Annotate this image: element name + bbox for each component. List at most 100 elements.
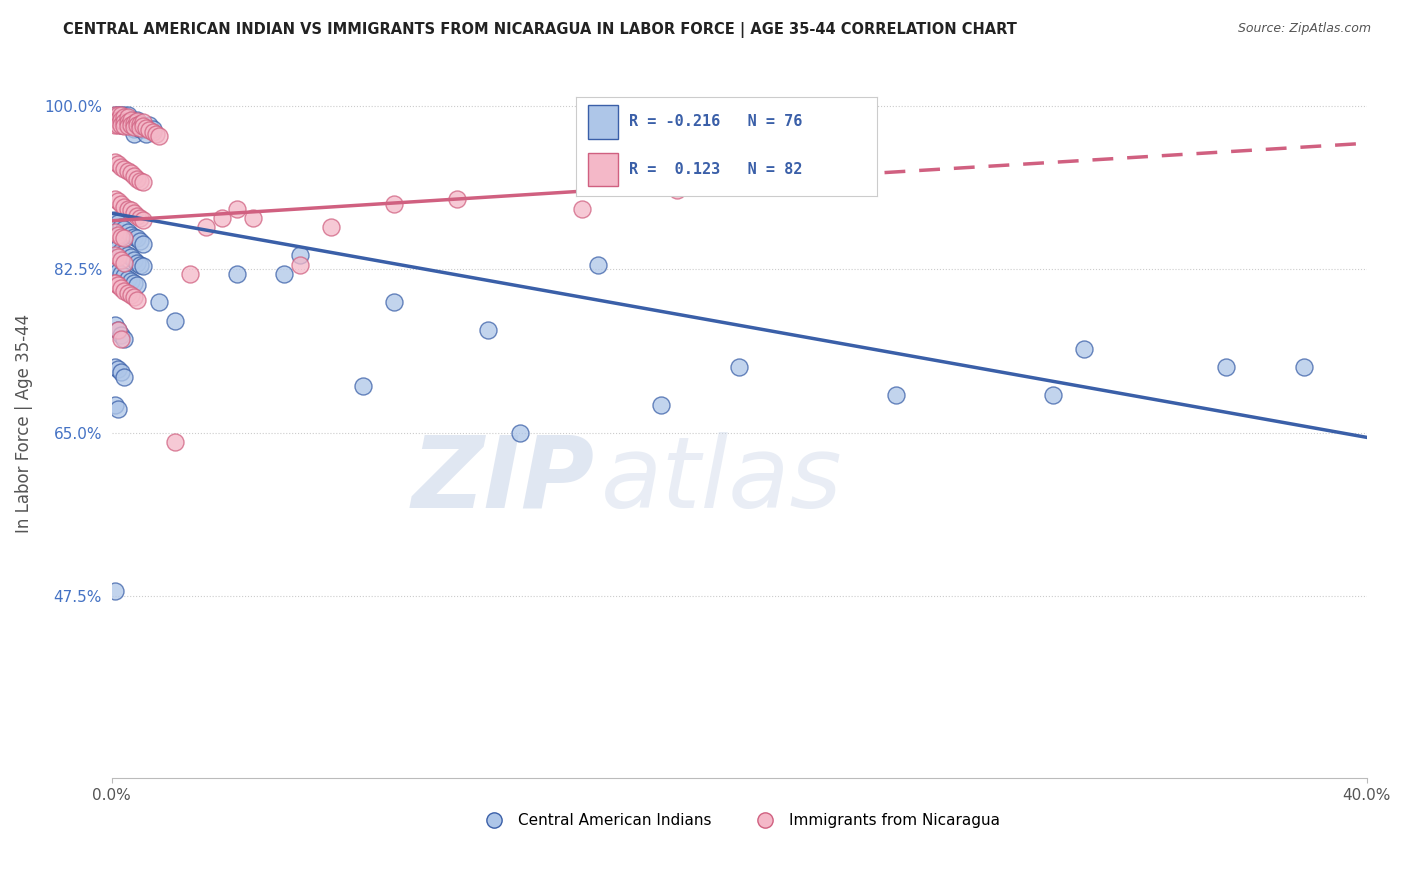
Point [122,252,145,267]
Point [104,212,127,227]
Point [120,112,142,127]
Point [107,118,129,132]
Point [110,267,132,281]
Point [117,120,139,134]
Point [112,369,135,384]
Point [107,265,129,279]
Point [112,110,135,124]
Point [110,160,132,174]
Point [104,360,127,375]
Point [107,323,129,337]
Point [107,108,129,122]
Point [120,275,142,289]
Point [382,197,405,211]
Point [142,125,165,139]
Point [107,157,129,171]
Point [104,108,127,122]
Point [120,112,142,127]
Point [226,267,249,281]
Point [194,220,217,235]
Point [120,287,142,301]
Point [120,203,142,218]
Point [148,128,170,143]
Point [132,237,155,252]
Point [122,127,145,141]
Point [104,225,127,239]
Point [112,222,135,236]
Point [129,122,152,136]
Point [110,108,132,122]
Point [107,241,129,255]
Point [112,246,135,260]
Point [112,108,135,122]
Point [104,108,127,122]
Point [107,278,129,293]
Point [104,277,127,291]
Point [138,118,160,132]
Point [477,323,499,337]
Point [138,123,160,137]
Point [242,211,264,225]
Point [107,278,129,293]
Point [132,118,155,132]
Point [117,285,139,300]
Point [509,425,531,440]
Point [110,220,132,235]
Point [132,212,155,227]
Point [110,252,132,267]
Point [125,171,148,186]
Point [110,197,132,211]
Point [125,256,148,270]
Point [117,108,139,122]
Point [104,277,127,291]
Point [110,365,132,379]
Point [110,118,132,132]
Point [122,290,145,304]
Point [148,295,170,310]
Point [107,194,129,208]
Point [179,267,201,281]
Point [142,122,165,136]
Point [110,229,132,244]
Point [122,277,145,291]
Point [125,209,148,223]
Point [104,112,127,127]
Point [125,278,148,293]
Point [132,176,155,190]
Point [104,155,127,169]
Point [132,120,155,134]
Point [132,114,155,128]
Point [104,118,127,132]
Point [446,192,468,206]
Point [129,211,152,225]
Point [117,248,139,262]
Point [125,113,148,128]
Point [665,183,688,197]
Point [112,332,135,346]
Point [135,127,157,141]
Point [110,108,132,122]
Point [117,114,139,128]
Point [104,318,127,333]
Point [122,116,145,130]
Point [107,250,129,264]
Point [110,244,132,258]
Point [110,112,132,127]
Point [112,231,135,245]
Point [112,112,135,127]
Point [104,584,127,599]
Point [288,248,311,262]
Point [112,268,135,283]
Point [125,231,148,245]
Point [1042,388,1064,402]
Point [120,118,142,132]
Point [104,239,127,253]
Point [586,258,609,272]
Point [122,122,145,136]
Point [226,202,249,216]
Point [211,211,233,225]
Point [1292,360,1315,375]
Point [104,192,127,206]
Point [107,108,129,122]
Point [382,295,405,310]
